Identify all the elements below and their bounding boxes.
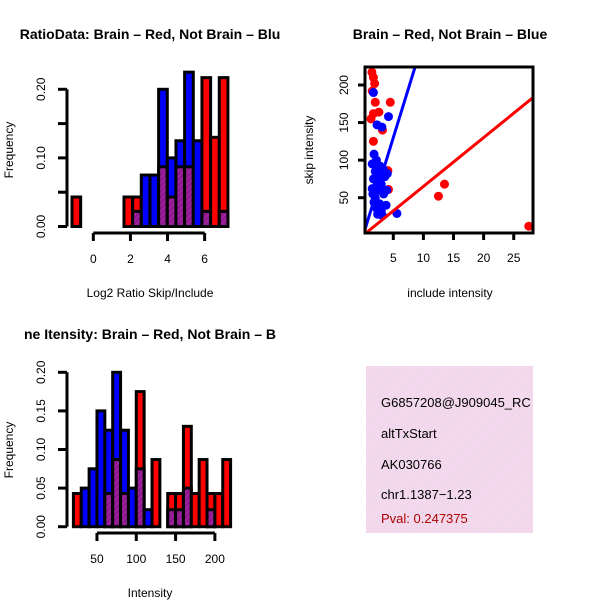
point-brain [370,79,380,89]
y-tick-label: 0.05 [34,476,48,500]
y-tick-label: 200 [337,75,351,95]
info-location: chr1.1387−1.23 [381,487,472,502]
scatter-plot-area [365,67,533,233]
info-event: altTxStart [381,426,437,441]
point-brain [433,191,443,201]
hist2-ylabel: Frequency [2,422,16,479]
x-tick-label: 100 [126,552,146,566]
x-tick-label: 50 [90,552,104,566]
point-brain [370,97,380,107]
y-tick-label: 0.00 [34,515,48,539]
y-tick-label: 0.00 [34,214,48,238]
y-tick-label: 0.10 [34,437,48,461]
hist1-title: RatioData: Brain – Red, Not Brain – Blu [20,26,281,42]
point-not-brain [367,159,377,169]
point-brain [368,136,378,146]
x-tick-label: 10 [417,251,431,265]
bar-brain [150,458,162,529]
x-tick-label: 25 [507,251,521,265]
point-brain [439,179,449,189]
scatter-xlabel: include intensity [407,286,492,300]
fit-line-not-brain [365,67,417,233]
y-tick-label: 0.15 [34,399,48,423]
point-not-brain [382,185,392,195]
x-tick-label: 15 [447,251,461,265]
x-tick-label: 4 [164,252,171,266]
point-brain [374,107,384,117]
scatter-ylabel: skip intensity [302,116,316,185]
info-pval: Pval: 0.247375 [381,511,468,526]
x-tick-label: 5 [390,251,397,265]
point-not-brain [382,169,392,179]
point-not-brain [383,112,393,122]
point-brain [366,114,376,124]
bar-brain [221,458,233,529]
y-tick-label: 0.10 [34,146,48,170]
scatter-frame [363,65,535,235]
fit-line-brain [365,96,533,233]
x-tick-label: 0 [90,252,97,266]
bar-brain [217,76,230,228]
hist2-title: ne Itensity: Brain – Red, Not Brain – B [24,326,276,342]
info-panel: G6857208@J909045_RC altTxStart AK030766 … [366,366,533,533]
x-tick-label: 6 [201,252,208,266]
y-tick-label: 100 [337,150,351,170]
y-tick-label: 150 [337,112,351,132]
info-accession: AK030766 [381,457,442,472]
bar-overlap [134,467,146,529]
y-tick-label: 50 [337,191,351,205]
x-tick-label: 2 [127,252,134,266]
y-tick-label: 0.20 [34,360,48,384]
hist1-xlabel: Log2 Ratio Skip/Include [87,286,214,300]
point-not-brain [377,122,387,132]
x-tick-label: 200 [205,552,225,566]
bar-brain [70,195,83,228]
scatter-title: Brain – Red, Not Brain – Blue [353,26,548,42]
bar-overlap [217,209,230,229]
x-tick-label: 20 [477,251,491,265]
point-not-brain [381,200,391,210]
hist1-ylabel: Frequency [2,122,16,179]
point-brain [524,221,533,231]
y-tick-label: 0.20 [34,77,48,101]
point-not-brain [368,88,378,98]
x-tick-label: 150 [166,552,186,566]
info-id: G6857208@J909045_RC [381,395,531,410]
hist2-xlabel: Intensity [128,586,173,600]
point-brain [385,97,395,107]
